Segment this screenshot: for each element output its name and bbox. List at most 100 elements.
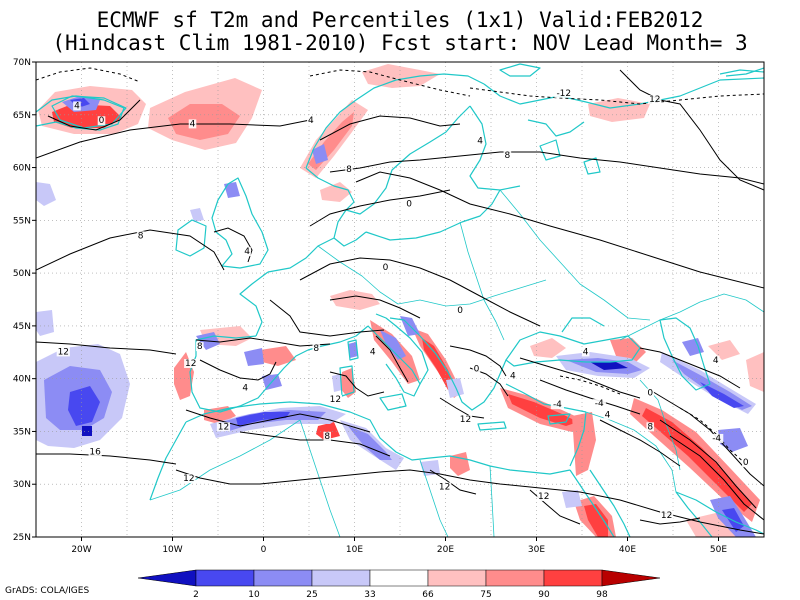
warm-patch-zagros-core [642,408,752,512]
contour-label-bg [603,410,612,420]
contour-label-bg [184,359,198,368]
warm-patch-iceland-sea-core [168,104,240,140]
contour-label-bg [437,482,452,492]
contour-label: 4 [244,247,250,257]
warm-patch-pyrenees [260,346,296,366]
contour-label: 0 [474,364,480,374]
contour-label-bg [405,199,413,209]
contour-label: 12 [439,483,450,493]
coast-iceland [51,95,127,129]
contour-12-arabia [639,517,701,525]
contour-label: 4 [74,101,80,111]
colorbar-label: 75 [480,590,491,600]
contour-label: 8 [647,422,653,432]
contour-label: 4 [190,119,196,129]
colorbar-label: 66 [422,590,434,600]
coast-britain [211,177,269,269]
x-tick-label: 20E [437,545,454,555]
contour-label-bg [742,458,750,468]
cold-patch-azores-north [36,310,54,336]
contour-label-bg [136,231,145,241]
warm-patch-balkans-core [422,338,456,390]
coast-balkans [389,317,507,411]
contour-4-anatolia [519,357,641,399]
contour-label-bg [554,88,574,98]
contour-label-bg [660,511,674,520]
coast-baltic-south [365,189,501,241]
contour-label: 8 [313,344,319,354]
contour-label: -12 [556,89,571,99]
contour-4-caucasus [639,347,741,389]
y-axis: 70N 65N 60N 55N 50N 45N 40N 35N 30N 25N [13,58,36,543]
contour-label: 4 [713,356,719,366]
coast-crete [477,421,507,431]
cold-patch-greece [446,378,464,398]
colorbar-label: 33 [364,590,375,600]
y-tick-label: 45N [13,322,31,332]
contour-label-bg [188,119,197,129]
cold-patch-egypt [562,490,582,508]
colorbar-label: 10 [248,590,260,600]
contour-label-bg [646,388,655,398]
contour-minus4-greenland [36,67,141,83]
coast-east-edge [725,67,764,77]
contour-8-atlantic [36,229,225,271]
cold-patch-iran-north-dark [700,382,744,408]
contour-iran-bundle-1 [659,419,757,509]
cold-patch-sardinia [332,374,342,392]
contour-label-bg [648,95,662,105]
coast-corsica [347,339,359,361]
cold-patch-anatolia-dark [590,362,628,370]
contour-label: 16 [89,448,101,458]
contour-minus4-anatolia [559,375,621,395]
contour-4-france [269,299,385,337]
contour-0-greece [449,345,507,377]
contour-label-bg [711,355,720,365]
contour-label-bg [56,347,70,357]
contour-label-bg [509,371,517,381]
coast-greenland [36,95,125,131]
contour-label: 8 [324,432,330,442]
y-tick-label: 40N [13,375,31,385]
contour-label-bg [537,492,551,501]
contour-label-bg [196,342,204,352]
warm-patch-norway-coast-core [308,112,354,170]
contour-label-bg [241,383,250,393]
contour-label: 0 [457,306,463,316]
warm-patch-levant [572,412,596,476]
x-tick-label: 0 [261,545,267,555]
contour-label: 0 [406,200,412,210]
contour-4-italy [375,335,409,383]
x-tick-label: 10E [346,545,363,555]
contour-label: 4 [308,116,314,126]
contour-label: 12 [58,347,69,357]
colorbar: 2 10 25 33 66 75 90 98 [137,569,661,600]
cold-patch-ireland [190,208,204,222]
coastlines [36,63,764,537]
contour-label: -4 [595,399,604,409]
contour-label: 8 [197,342,203,352]
contour-4-mid [355,171,764,289]
map-title-line1: ECMWF sf T2m and Percentiles (1x1) Valid… [96,8,704,32]
coast-gulf-bothnia [469,105,521,191]
contour-label-bg [345,164,353,174]
contour-label: 12 [330,395,341,405]
contour-label-bg [503,151,512,161]
coast-norway [305,73,485,169]
warm-patch-north-cape [362,64,440,88]
contour-label-bg [646,422,655,432]
colorbar-labels: 2 10 25 33 66 75 90 98 [193,590,608,600]
contour-label: 12 [661,511,672,521]
contour-12-africa [175,469,764,535]
coast-north-sea-south [267,237,335,273]
warm-patch-caucasus [610,338,646,362]
cold-patch-scotland [224,182,240,198]
contour-label-bg [328,394,342,404]
contour-label-bg [550,400,565,410]
coast-red-sea-east [589,469,631,537]
contour-label-bg [472,364,481,374]
contour-4-north [36,119,311,159]
